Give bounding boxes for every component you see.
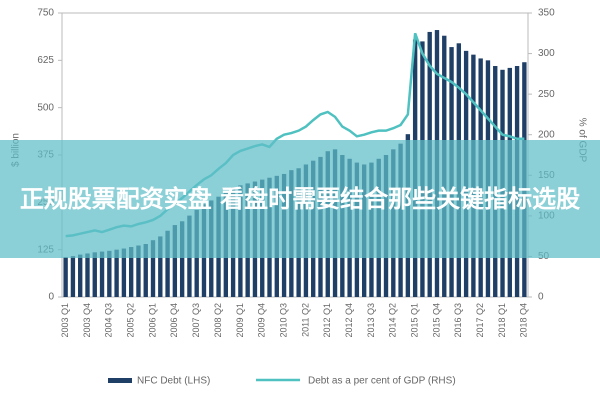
y-tick-label: 625 [37,55,54,66]
bar [107,250,112,297]
bar [150,240,156,297]
banner: 正规股票配资实盘 看盘时需要结合那些关键指标选股 [0,140,600,258]
y-tick-label: 500 [37,102,54,113]
legend-swatch [108,378,132,383]
bar [92,252,97,297]
bar [179,221,185,297]
banner-text: 正规股票配资实盘 看盘时需要结合那些关键指标选股 [19,185,581,213]
x-tick-label: 2003 Q1 [60,303,70,338]
bar [128,247,134,297]
bar [114,249,119,297]
bar [136,245,141,297]
bar [172,225,178,297]
x-tick-label: 2005 Q2 [126,303,136,338]
y-tick-label: 0 [48,292,54,303]
y2-tick-label: 200 [538,129,555,140]
x-tick-label: 2006 Q1 [147,303,157,338]
x-tick-label: 2009 Q1 [235,303,245,338]
x-tick-label: 2017 Q2 [475,303,485,338]
x-tick-label: 2003 Q4 [82,303,92,338]
x-tick-label: 2015 Q1 [410,303,420,338]
bar [121,248,127,297]
x-tick-label: 2010 Q3 [278,303,288,338]
bar [78,254,83,297]
bar [70,256,76,297]
bar [85,253,90,297]
bar [99,251,105,297]
x-tick-label: 2016 Q3 [453,303,463,338]
x-tick-label: 2011 Q2 [300,303,310,337]
x-tick-label: 2018 Q1 [497,303,507,338]
x-tick-label: 2007 Q3 [191,303,201,338]
x-tick-label: 2012 Q1 [322,303,332,338]
x-tick-label: 2008 Q2 [213,303,223,338]
bar [63,257,68,297]
bar [158,236,163,297]
bar [143,243,148,297]
x-tick-label: 2006 Q4 [169,303,179,338]
y2-tick-label: 250 [538,89,555,100]
x-tick-label: 2018 Q4 [519,303,529,338]
x-tick-label: 2014 Q2 [388,303,398,338]
x-tick-label: 2013 Q3 [366,303,376,338]
x-tick-label: 2015 Q4 [431,303,441,338]
y2-tick-label: 0 [538,292,544,303]
legend-label: NFC Debt (LHS) [137,376,210,387]
legend-label: Debt as a per cent of GDP (RHS) [308,376,456,387]
x-tick-label: 2004 Q3 [104,303,114,338]
y2-tick-label: 300 [538,48,555,59]
y-tick-label: 750 [37,8,54,19]
y2-tick-label: 350 [538,8,555,19]
bar [165,230,170,297]
x-tick-label: 2012 Q4 [344,303,354,338]
x-tick-label: 2009 Q4 [257,303,267,338]
